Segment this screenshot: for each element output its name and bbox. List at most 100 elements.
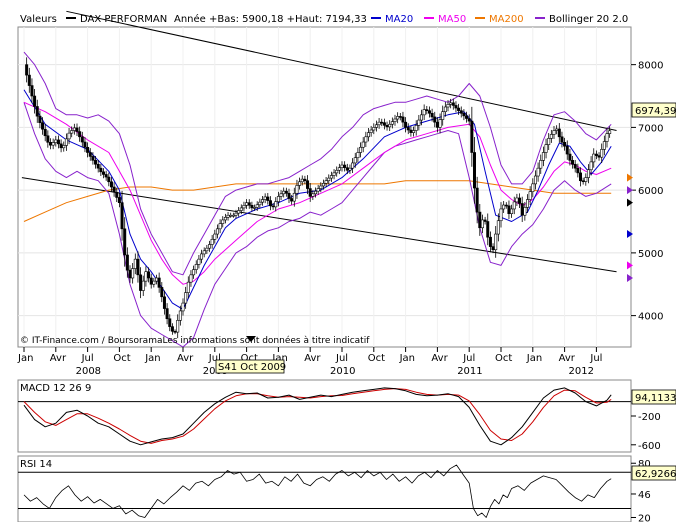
candle-body <box>385 125 389 128</box>
candle-body <box>419 114 423 121</box>
candle-body <box>59 143 63 149</box>
candle-body <box>91 156 95 161</box>
candle-body <box>433 116 437 123</box>
rsi-y-axis: 80 46 20 <box>631 459 651 522</box>
candle-body <box>313 190 317 195</box>
candle-body <box>356 152 360 159</box>
cursor-arrow-icon <box>246 336 256 342</box>
candle-body <box>499 208 503 222</box>
price-series <box>23 51 612 348</box>
candle-body <box>27 74 31 86</box>
month-tick-label: Jan <box>526 353 542 364</box>
month-tick-label: Avr <box>431 353 448 364</box>
candle-body <box>99 167 103 173</box>
cursor-date-label: S41 Oct 2009 <box>215 336 286 374</box>
candle-body <box>462 112 466 117</box>
candle-body <box>165 308 169 320</box>
candle-body <box>581 180 585 183</box>
candle-body <box>528 191 532 200</box>
candle-body <box>67 132 71 140</box>
candle-body <box>109 181 113 188</box>
cursor-date-box <box>215 359 285 374</box>
candle-body <box>510 208 514 214</box>
candle-body <box>480 219 484 229</box>
candle-body <box>359 146 363 153</box>
candle-body <box>282 190 286 195</box>
candle-body <box>120 202 124 230</box>
ma50-line <box>23 101 612 285</box>
candle-body <box>361 141 365 148</box>
candle-body <box>38 115 42 123</box>
candle-body <box>298 181 302 186</box>
candle-body <box>213 233 217 240</box>
macd-signal-line <box>23 388 612 444</box>
candle-body <box>210 238 214 245</box>
candle-body <box>178 310 182 321</box>
candle-body <box>242 205 246 209</box>
candle-body <box>131 268 135 279</box>
candle-body <box>592 153 596 163</box>
candle-body <box>563 141 567 147</box>
price-last-value-box <box>631 102 676 118</box>
candle-body <box>414 125 418 131</box>
candle-body <box>208 244 212 249</box>
candle-body <box>25 64 29 76</box>
candle-body <box>311 193 315 197</box>
macd-y-tick-label: -200 <box>638 412 661 423</box>
price-plot-frame <box>17 26 632 348</box>
candle-body <box>512 201 516 210</box>
candle-body <box>343 164 347 168</box>
candle-body <box>149 277 153 285</box>
candle-body <box>155 277 159 282</box>
candle-body <box>186 281 190 293</box>
rsi-panel: RSI 14 80 46 20 62,9266 <box>17 455 676 522</box>
legend-swatch-ma50 <box>424 17 434 19</box>
candle-body <box>398 116 402 118</box>
candle-body <box>435 121 439 128</box>
values-label: Valeurs <box>20 14 57 25</box>
copyright-notice: © IT-Finance.com / BoursoramaLes informa… <box>20 335 370 346</box>
month-tick-label: Jul <box>208 353 221 364</box>
candle-body <box>523 207 527 216</box>
candle-body <box>467 118 471 122</box>
candle-body <box>441 111 445 120</box>
candle-body <box>194 264 198 270</box>
candle-body <box>401 116 405 123</box>
candle-body <box>271 205 275 208</box>
candle-body <box>250 205 254 209</box>
candle-body <box>451 102 455 106</box>
candle-body <box>319 185 323 189</box>
legend-dax: DAX PERFORMAN <box>80 14 167 25</box>
candle-body <box>104 174 108 178</box>
candle-body <box>136 258 140 276</box>
candle-body <box>446 104 450 108</box>
candle-body <box>181 302 185 312</box>
candle-body <box>406 127 410 131</box>
macd-title: MACD 12 26 9 <box>20 383 91 394</box>
candle-body <box>62 145 66 149</box>
candle-body <box>388 123 392 128</box>
candle-body <box>33 95 37 107</box>
right-marker-arrow-icon <box>627 198 633 207</box>
candle-body <box>123 228 127 256</box>
legend-swatch-dax <box>66 17 76 19</box>
candle-body <box>303 178 307 182</box>
candle-body <box>102 171 106 175</box>
candle-body <box>573 163 577 169</box>
candle-body <box>245 202 249 206</box>
candle-body <box>491 246 495 251</box>
month-tick-label: Jul <box>589 353 602 364</box>
candle-body <box>202 250 206 255</box>
rsi-series <box>18 464 631 518</box>
candle-body <box>340 164 344 168</box>
candle-body <box>351 162 355 169</box>
candle-body <box>443 106 447 113</box>
candle-body <box>390 121 394 125</box>
candle-body <box>276 196 280 202</box>
year-label: 2012 <box>569 366 594 377</box>
candle-body <box>483 219 487 222</box>
candle-body <box>348 167 352 171</box>
candle-body <box>115 191 119 198</box>
candle-body <box>470 120 474 153</box>
candle-body <box>518 197 522 204</box>
